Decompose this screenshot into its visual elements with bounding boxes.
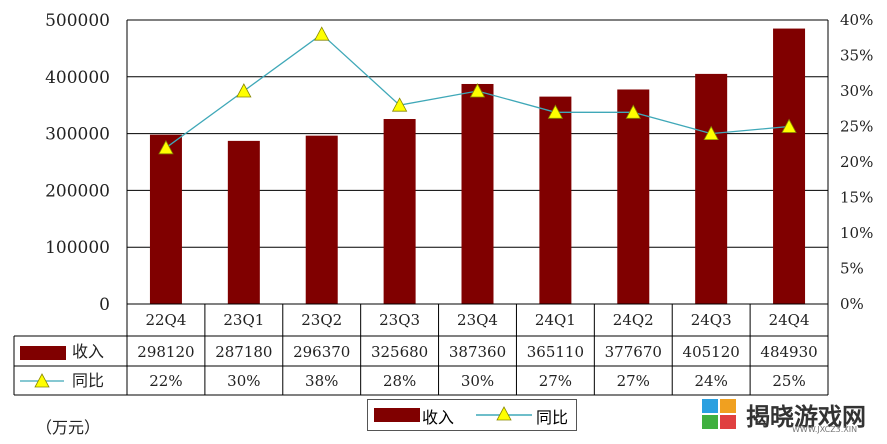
row-revenue-swatch	[20, 346, 66, 360]
legend-revenue-swatch	[374, 408, 420, 422]
row-yoy-marker	[34, 373, 50, 388]
revenue-bar	[227, 140, 260, 304]
revenue-value: 377670	[605, 343, 662, 361]
left-tick-label: 300000	[45, 125, 110, 145]
revenue-bars	[149, 28, 806, 305]
data-table: 22Q4 23Q1 23Q2 23Q3 23Q4 24Q1 24Q2 24Q3 24Q4 2981…	[13, 303, 829, 396]
revenue-value: 296370	[293, 343, 350, 361]
yoy-value: 25%	[772, 372, 805, 390]
yoy-value: 22%	[149, 372, 182, 390]
revenue-value: 405120	[683, 343, 740, 361]
yoy-value: 38%	[305, 372, 338, 390]
revenue-value: 365110	[527, 343, 584, 361]
category-label: 23Q3	[379, 311, 420, 329]
yoy-value: 27%	[617, 372, 650, 390]
revenue-bar	[383, 119, 416, 304]
category-label: 23Q4	[457, 311, 498, 329]
yoy-point	[781, 118, 797, 133]
unit-label: （万元）	[36, 418, 101, 437]
revenue-bar	[695, 73, 728, 304]
right-tick-label: 30%	[840, 82, 873, 100]
left-tick-label: 500000	[45, 11, 110, 31]
watermark-url: WWW.JXCZ3.XIN	[792, 425, 858, 434]
right-tick-label: 0%	[840, 295, 864, 313]
revenue-bar	[773, 28, 806, 305]
revenue-value: 325680	[371, 343, 428, 361]
yoy-point	[314, 26, 330, 41]
yoy-point	[469, 83, 486, 98]
legend-yoy-label: 同比	[536, 408, 569, 427]
revenue-value: 298120	[137, 343, 194, 361]
revenue-bar	[149, 134, 182, 304]
right-tick-label: 15%	[840, 189, 873, 207]
row-yoy-label: 同比	[72, 371, 104, 390]
legend-revenue-label: 收入	[422, 408, 455, 427]
revenue-bar	[305, 135, 338, 304]
yoy-value: 27%	[539, 372, 572, 390]
right-tick-label: 20%	[840, 153, 873, 171]
watermark-icon	[702, 399, 736, 429]
right-axis-ticks: 40% 35% 30% 25% 20% 15% 10% 5% 0%	[840, 11, 873, 313]
yoy-point	[547, 104, 564, 119]
revenue-value: 287180	[215, 343, 272, 361]
revenue-bar	[539, 96, 572, 304]
left-tick-label: 100000	[45, 238, 110, 258]
yoy-value: 24%	[694, 372, 727, 390]
yoy-value: 30%	[227, 372, 260, 390]
category-label: 24Q4	[769, 311, 810, 329]
legend-yoy-marker	[476, 406, 532, 421]
right-tick-label: 5%	[840, 260, 864, 278]
yoy-value: 28%	[383, 372, 416, 390]
right-tick-label: 40%	[840, 11, 873, 29]
revenue-value: 484930	[760, 343, 817, 361]
left-tick-label: 400000	[45, 68, 110, 88]
yoy-point	[236, 83, 252, 98]
revenue-value: 387360	[449, 343, 506, 361]
category-label: 24Q2	[613, 311, 654, 329]
yoy-point	[625, 104, 641, 119]
yoy-point	[391, 97, 408, 112]
watermark-text: 揭晓游戏网	[746, 403, 866, 431]
right-tick-label: 10%	[840, 224, 873, 242]
right-tick-label: 35%	[840, 47, 873, 65]
category-label: 24Q3	[691, 311, 732, 329]
yoy-line	[158, 26, 797, 155]
yoy-value: 30%	[461, 372, 494, 390]
left-tick-label: 200000	[45, 181, 110, 201]
left-axis-ticks: 500000 400000 300000 200000 100000 0	[45, 11, 110, 315]
yoy-point	[158, 139, 174, 155]
watermark-logo: 揭晓游戏网 WWW.JXCZ3.XIN	[700, 395, 880, 437]
left-tick-label: 0	[99, 295, 110, 315]
category-label: 23Q1	[223, 311, 264, 329]
legend: 收入 同比	[367, 399, 577, 431]
right-tick-label: 25%	[840, 118, 873, 136]
category-label: 22Q4	[145, 311, 186, 329]
revenue-bar	[617, 89, 650, 305]
yoy-point	[703, 125, 719, 141]
category-label: 23Q2	[301, 311, 342, 329]
revenue-bar	[461, 83, 494, 304]
row-revenue-label: 收入	[72, 342, 104, 361]
category-label: 24Q1	[535, 311, 576, 329]
